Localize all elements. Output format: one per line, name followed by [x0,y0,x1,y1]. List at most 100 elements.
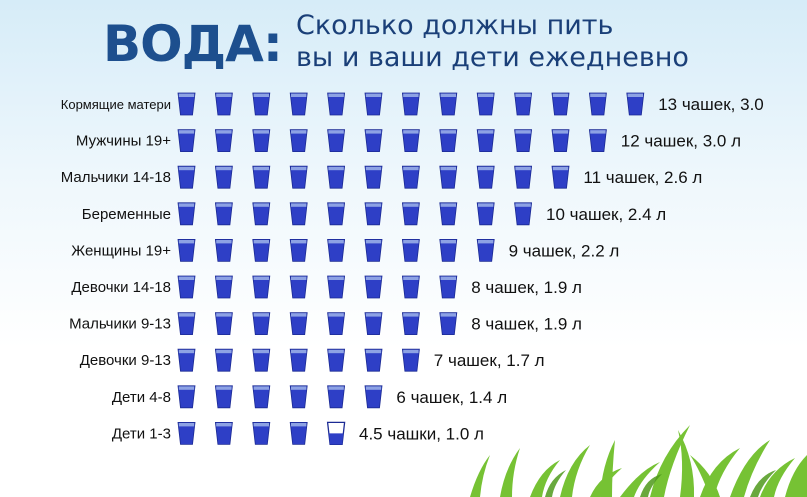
chart-row: Дети 1-3 4.5 чашки, 1.0 л [112,421,484,446]
cup-icon [252,275,271,299]
cup-rim [478,93,494,97]
cup-icon [476,92,495,116]
cup-rim [216,93,232,97]
category-label: Мальчики 14-18 [61,169,171,186]
cup-rim [328,93,344,97]
value-label: 9 чашек, 2.2 л [509,241,620,260]
cup-icon [252,92,271,116]
cup-rim [291,93,307,97]
cup-icon [551,92,570,116]
cup-icon [439,129,458,152]
cup-icon [326,421,346,446]
cup-icon [327,385,346,409]
value-label: 6 чашек, 1.4 л [396,388,507,407]
cup-icon [252,202,271,226]
value-label: 4.5 чашки, 1.0 л [359,424,484,443]
cup-rim [365,166,382,171]
cup-rim [253,93,269,97]
cup-icon [551,165,570,189]
cup-icon [177,165,196,189]
cup-rim [178,276,195,280]
cup-rim [552,130,569,134]
cup-rim [515,166,531,171]
cup-icon [476,239,495,262]
cup-rim [253,166,269,171]
cup-icon [401,92,420,116]
cup-icon [327,92,346,116]
cup-icon [364,275,383,299]
cup-icon [327,129,346,152]
cup-icon [289,385,308,409]
cup-icon [177,422,196,445]
cup-icon [289,275,308,299]
cup-rim [178,386,195,390]
cup-rim [328,349,344,354]
cup-icon [177,275,196,299]
cup-rim [328,313,344,317]
cup-icon [177,202,196,226]
cup-rim [253,423,269,427]
cup-icon [214,348,233,372]
cup-icon [214,165,233,189]
category-label: Дети 4-8 [112,389,171,406]
cup-rim [253,313,269,317]
cup-rim [478,240,494,244]
cup-icon [252,385,271,409]
chart-row: Кормящие матери 13 чашек, 3.0 [61,92,764,116]
category-label: Кормящие матери [61,97,171,112]
cup-rim [216,166,232,171]
value-label: 8 чашек, 1.9 л [471,278,582,297]
value-label: 8 чашек, 1.9 л [471,315,582,334]
cup-rim [515,203,531,207]
cup-icon [214,275,233,299]
chart-row: Девочки 14-18 8 чашек, 1.9 л [71,275,582,299]
cup-rim [365,203,382,207]
cup-rim [291,203,307,207]
cup-icon [327,165,346,189]
cup-rim [291,276,307,280]
cup-rim [403,349,419,354]
category-label: Женщины 19+ [71,242,171,259]
cup-rim [291,313,307,317]
cup-fill-level [328,433,344,445]
cup-rim [178,93,195,97]
cup-rim [328,130,344,134]
category-label: Дети 1-3 [112,425,171,442]
chart-row: Беременные 10 чашек, 2.4 л [82,202,666,226]
cup-icon [439,275,458,299]
cup-rim [365,349,382,354]
cup-rim [178,130,195,134]
cup-rim [552,93,569,97]
category-label: Девочки 14-18 [71,279,171,296]
cup-icon [289,422,308,445]
cup-rim [590,93,606,97]
cup-rim [291,386,307,390]
cup-icon [214,312,233,335]
cup-rim [440,276,456,280]
cup-rim [365,130,382,134]
value-label: 7 чашек, 1.7 л [434,351,545,370]
cup-rim [440,203,456,207]
cup-rim [403,130,419,134]
category-label: Девочки 9-13 [80,352,171,369]
cup-rim [440,240,456,244]
cup-icon [401,129,420,152]
cup-icon [476,202,495,226]
cup-icon [401,312,420,335]
cup-icon [401,275,420,299]
cup-rim [403,166,419,171]
cup-rim [478,166,494,171]
cup-icon [289,239,308,262]
cup-rim [627,93,643,97]
cup-icon [439,165,458,189]
chart-row: Мужчины 19+ 12 чашек, 3.0 л [76,129,741,152]
cup-icon [327,239,346,262]
cup-rim [365,386,382,390]
cup-rim [216,130,232,134]
cup-rim [216,276,232,280]
cup-rim [328,166,344,171]
cup-rim [291,423,307,427]
cup-rim [403,93,419,97]
cup-icon [364,92,383,116]
